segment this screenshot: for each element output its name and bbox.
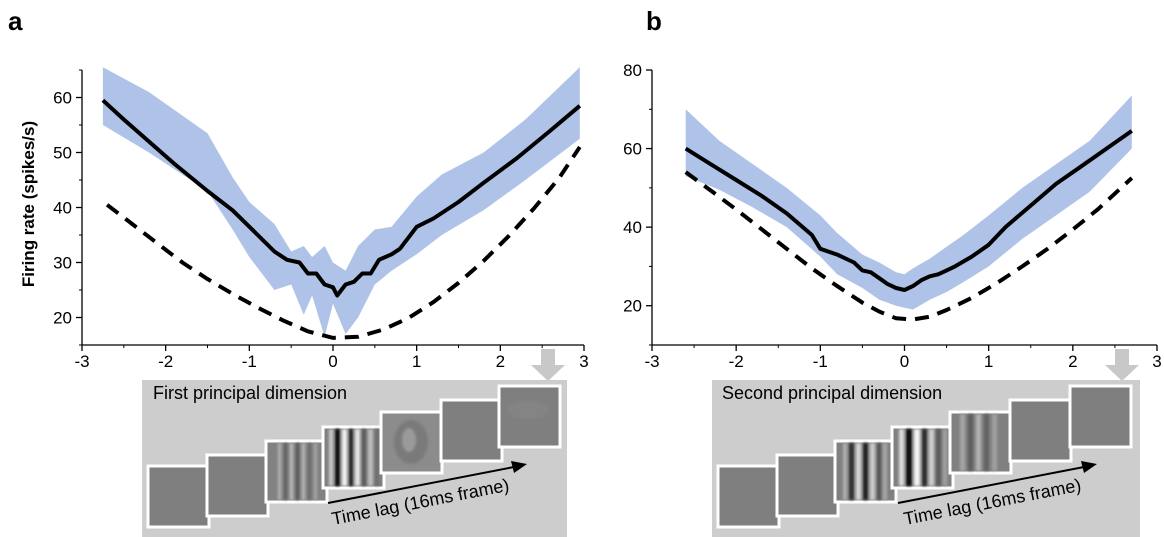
stimulus-inset-b: Second principal dimension	[712, 349, 1140, 537]
dashed-prediction-line-b	[684, 170, 1134, 322]
x-tick-label: 3	[1152, 352, 1161, 371]
stimulus-frame	[497, 384, 562, 449]
x-tick-label: -2	[158, 352, 173, 371]
time-lag-arrow-b	[897, 461, 1097, 504]
stimulus-frame	[716, 464, 781, 529]
panel-b: b Second principal dimension	[623, 6, 1162, 537]
plot-area-a: 20 30 40 50 60 -3 -2 -1 0 1 2 3	[53, 67, 589, 371]
confidence-band-b	[685, 95, 1132, 310]
x-tick-label: 2	[496, 352, 505, 371]
x-tick-label: 0	[900, 352, 909, 371]
stimulus-frames-b	[716, 384, 1133, 529]
panel-letter-b: b	[646, 6, 662, 36]
x-tick-label: 3	[579, 352, 588, 371]
stimulus-frame	[833, 439, 898, 504]
stimulus-frame	[146, 464, 211, 529]
inset-title-b: Second principal dimension	[722, 383, 942, 403]
y-tick-label: 50	[53, 144, 72, 163]
stimulus-frame	[321, 425, 386, 490]
panel-a: a Firing rate (spikes/s) First principal…	[8, 6, 589, 537]
dashed-prediction-line-a	[105, 145, 582, 340]
x-tick-label: -2	[729, 352, 744, 371]
x-tick-label: -3	[644, 352, 659, 371]
y-tick-label: 20	[53, 309, 72, 328]
x-tick-label: 1	[984, 352, 993, 371]
stimulus-frame	[205, 453, 270, 518]
y-tick-label: 40	[623, 218, 642, 237]
x-tick-label: -1	[813, 352, 828, 371]
solid-firing-rate-line-a	[101, 98, 582, 298]
time-lag-arrow-a	[327, 461, 527, 504]
stimulus-frame	[775, 453, 840, 518]
y-axis-title-a: Firing rate (spikes/s)	[19, 121, 38, 287]
up-arrow-a	[531, 349, 565, 381]
y-tick-label: 20	[623, 297, 642, 316]
confidence-band-a	[102, 67, 580, 337]
stimulus-frame	[890, 425, 955, 490]
y-tick-label: 40	[53, 199, 72, 218]
y-tick-label: 60	[53, 89, 72, 108]
y-tick-label: 80	[623, 61, 642, 80]
x-tick-label: 0	[328, 352, 337, 371]
stimulus-frame	[948, 410, 1013, 475]
x-tick-label: 2	[1068, 352, 1077, 371]
up-arrow-b	[1105, 349, 1139, 381]
panel-letter-a: a	[8, 6, 23, 36]
stimulus-frame	[264, 439, 329, 504]
stimulus-frames-a	[146, 384, 562, 529]
stimulus-frame	[1068, 384, 1133, 449]
stimulus-frame	[439, 398, 504, 463]
x-tick-label: -1	[242, 352, 257, 371]
stimulus-frame	[1008, 398, 1073, 463]
y-tick-label: 30	[53, 254, 72, 273]
plot-area-b: 20 40 60 80 -3 -2 -1 0 1 2 3	[623, 61, 1162, 371]
x-tick-label: -3	[74, 352, 89, 371]
y-tick-label: 60	[623, 140, 642, 159]
x-tick-label: 1	[412, 352, 421, 371]
stimulus-frame	[379, 410, 444, 475]
solid-firing-rate-line-b	[684, 129, 1133, 292]
stimulus-inset-a: First principal dimension	[142, 349, 567, 537]
inset-title-a: First principal dimension	[153, 383, 347, 403]
